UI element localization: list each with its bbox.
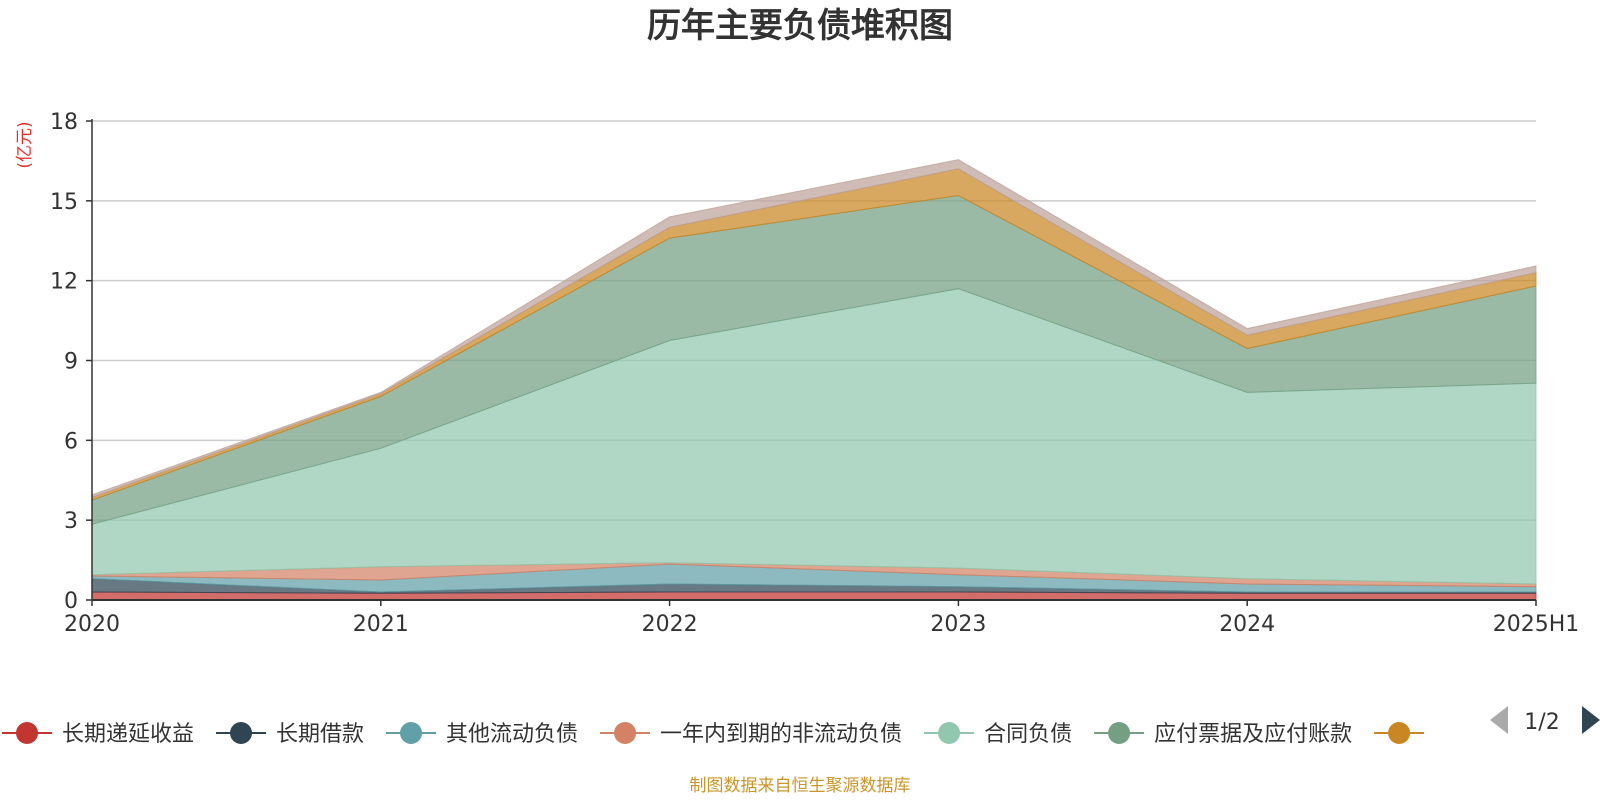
legend-marker-icon — [16, 722, 38, 744]
legend-prev-icon[interactable] — [1490, 706, 1508, 734]
legend-marker-icon — [230, 722, 253, 744]
x-tick-label: 2022 — [642, 612, 698, 637]
legend-label: 应付票据及应付账款 — [1154, 722, 1352, 747]
x-tick-label: 2024 — [1219, 612, 1275, 637]
legend-marker-icon — [400, 722, 423, 744]
legend-label: 合同负债 — [984, 722, 1072, 747]
legend-next-icon[interactable] — [1582, 706, 1600, 734]
y-tick-label: 0 — [64, 589, 78, 614]
axes: 0 3 6 9 12 15 18 2020 2021 2022 2023 2024 2025H1 — [50, 110, 1579, 637]
x-tick-label: 2020 — [64, 612, 120, 637]
legend-item-2[interactable]: 长期借款 — [216, 722, 364, 747]
legend-label: 长期递延收益 — [62, 722, 194, 747]
x-tick-label: 2025H1 — [1493, 612, 1580, 637]
x-tick-label: 2021 — [353, 612, 409, 637]
legend-item-5[interactable]: 合同负债 — [924, 722, 1072, 747]
y-tick-label: 18 — [50, 110, 78, 135]
legend-marker-icon — [938, 722, 961, 744]
y-tick-label: 12 — [50, 270, 78, 295]
y-tick-label: 15 — [50, 190, 78, 215]
y-tick-label: 9 — [64, 350, 78, 375]
legend[interactable]: 长期递延收益 长期借款 其他流动负债 一年内到期的非流动负债 合同负债 应付票据及应付账款 — [2, 722, 1425, 747]
y-axis-unit: (亿元) — [15, 121, 35, 168]
x-tick-label: 2023 — [930, 612, 986, 637]
area-series-8[interactable] — [91, 159, 1537, 499]
y-tick-label: 3 — [64, 509, 78, 534]
chart-title: 历年主要负债堆积图 — [647, 6, 953, 46]
stacked-areas — [91, 159, 1537, 601]
legend-item-4[interactable]: 一年内到期的非流动负债 — [600, 722, 902, 747]
legend-pager[interactable]: 1/2 — [1490, 706, 1600, 735]
legend-marker-icon — [614, 722, 637, 744]
legend-label: 其他流动负债 — [446, 722, 578, 747]
legend-item-1[interactable]: 长期递延收益 — [2, 722, 194, 747]
legend-page-indicator: 1/2 — [1524, 710, 1559, 735]
legend-item-7[interactable] — [1374, 722, 1425, 744]
legend-label: 长期借款 — [276, 722, 364, 747]
legend-item-3[interactable]: 其他流动负债 — [386, 722, 578, 747]
legend-marker-icon — [1108, 722, 1131, 744]
legend-item-6[interactable]: 应付票据及应付账款 — [1094, 722, 1352, 747]
legend-label: 一年内到期的非流动负债 — [660, 722, 902, 747]
source-note: 制图数据来自恒生聚源数据库 — [690, 776, 911, 796]
legend-marker-icon — [1388, 722, 1411, 744]
y-tick-label: 6 — [64, 429, 78, 454]
